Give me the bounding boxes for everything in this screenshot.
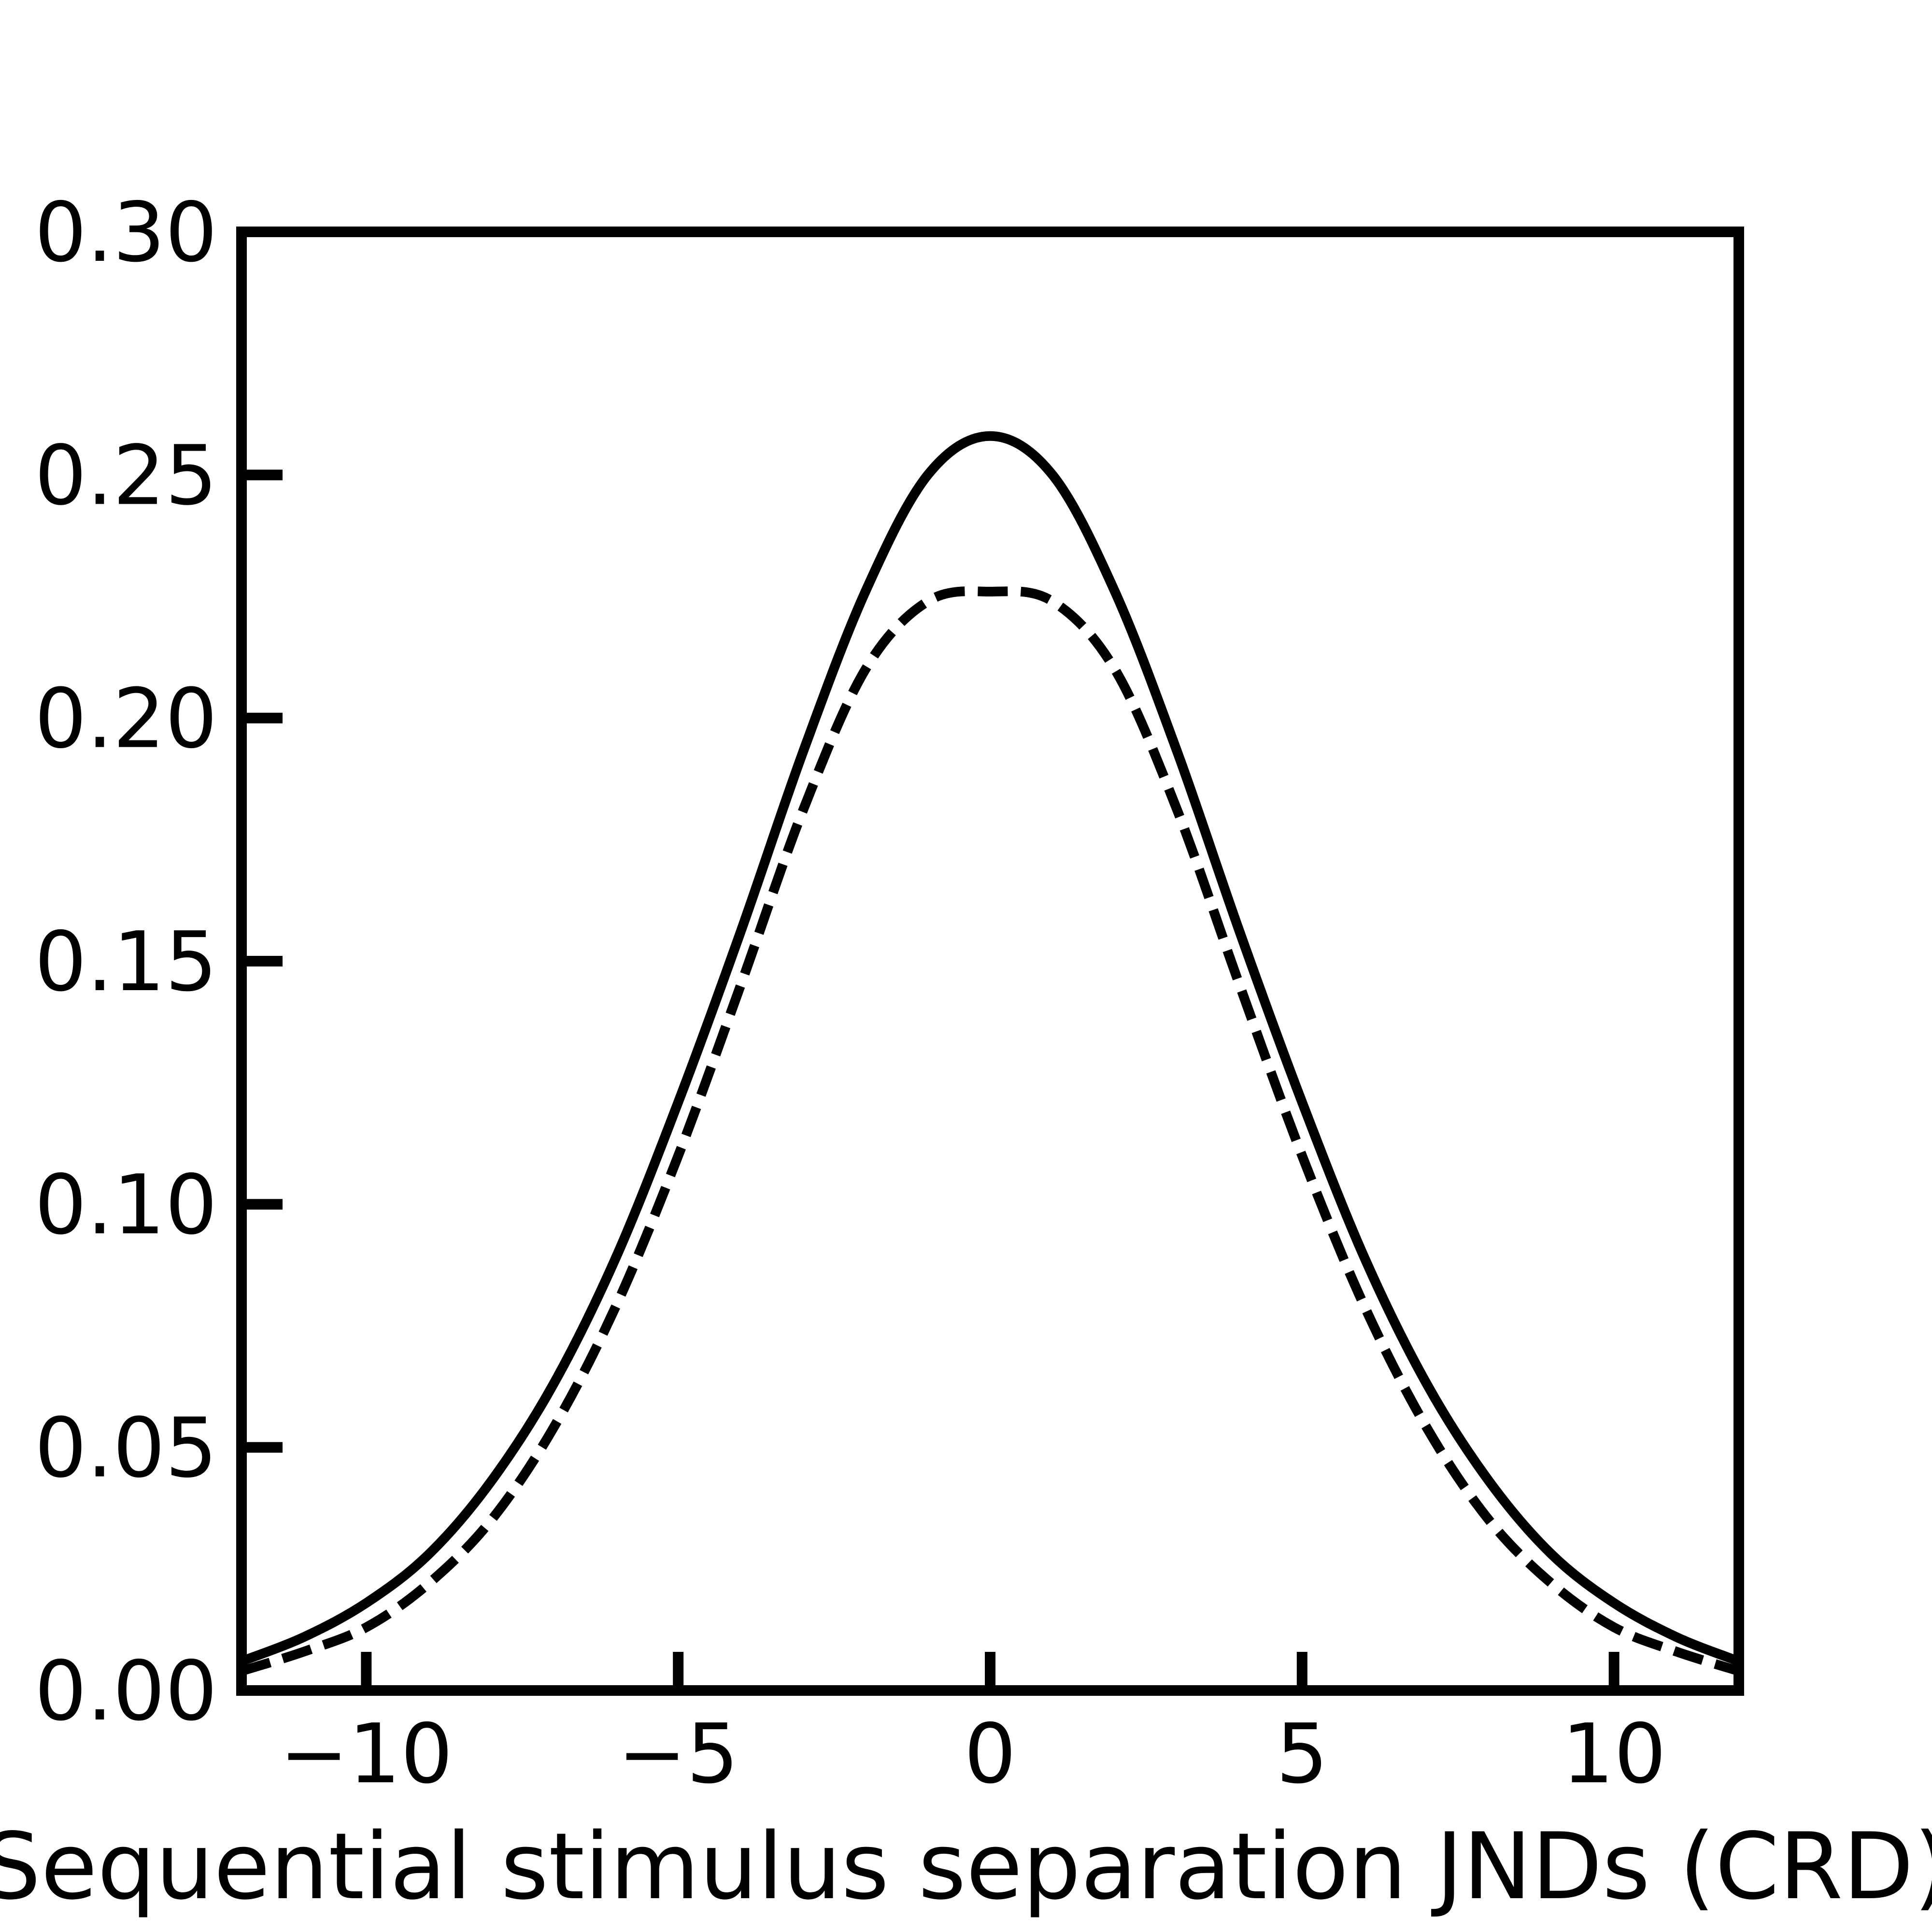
series-line-1-solid: [240, 431, 1741, 1666]
x-tick-label-2: 0: [964, 1706, 1016, 1802]
y-tick-label-5: 0.25: [34, 428, 217, 524]
x-tick-label-3: 5: [1276, 1706, 1328, 1802]
x-tick-label-4: 10: [1562, 1706, 1666, 1802]
x-axis-label: Sequential stimulus separation JNDs (CRD…: [0, 1813, 1932, 1920]
y-tick-label-3: 0.15: [34, 914, 217, 1010]
plot-frame: [236, 227, 1744, 1696]
series-layer: [240, 431, 1741, 1676]
labels-layer: −10 −5 0 5 10 0.00 0.05 0.10 0.15 0.20 0.25 0.30: [34, 185, 1666, 1802]
y-tick-label-0: 0.00: [34, 1644, 217, 1739]
y-tick-label-2: 0.10: [34, 1157, 217, 1253]
y-tick-label-1: 0.05: [34, 1401, 217, 1496]
x-tick-label-0: −10: [280, 1706, 453, 1802]
series-line-2-dashed: [240, 586, 1740, 1676]
y-tick-label-4: 0.20: [34, 671, 217, 767]
y-tick-label-6: 0.30: [34, 185, 217, 281]
x-tick-label-1: −5: [618, 1706, 739, 1802]
ticks-layer: [242, 227, 1619, 1696]
